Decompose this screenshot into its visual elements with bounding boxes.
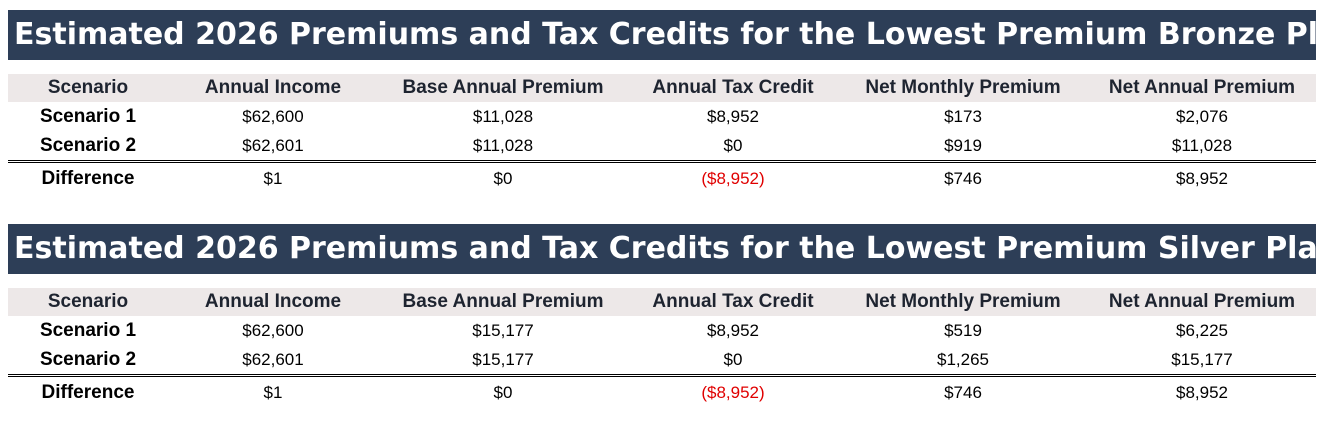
table-cell: $8,952 [1088,374,1316,409]
table-cell: $6,225 [1176,320,1228,340]
column-header: Scenario [8,74,168,102]
row-label: Scenario 1 [39,105,137,127]
table-cell: $62,601 [242,349,304,369]
column-header: Scenario [8,288,168,316]
table-cell: $0 [723,349,743,369]
table-cell: $62,600 [242,320,304,340]
table-cell: $1 [168,374,378,409]
table-cell: $62,601 [242,135,304,155]
negative-value-cell: ($8,952) [628,160,838,195]
table-cell: $1,265 [937,349,989,369]
table-cell: $8,952 [1088,160,1316,195]
difference-row: Difference $1 $0 ($8,952) $746 $8,952 [8,160,1316,195]
table-cell: $11,028 [472,106,534,126]
table-cell: $8,952 [707,320,759,340]
row-label: Scenario 2 [39,134,137,156]
column-header: Annual Income [168,288,378,316]
row-label: Scenario 1 [39,319,137,341]
table-cell: $173 [944,106,982,126]
difference-row: Difference $1 $0 ($8,952) $746 $8,952 [8,374,1316,409]
table-cell: $746 [838,374,1088,409]
table-cell: $1 [168,160,378,195]
table-cell: $746 [838,160,1088,195]
column-header: Net Monthly Premium [838,288,1088,316]
table-cell: $2,076 [1176,106,1228,126]
column-header: Base Annual Premium [378,74,628,102]
table-cell: $11,028 [472,135,534,155]
table-cell: $0 [723,135,743,155]
bronze-table-title: Estimated 2026 Premiums and Tax Credits … [8,10,1316,60]
table-row: Scenario 1 $62,600 $11,028 $8,952 $173 $… [8,102,1316,131]
column-header: Net Annual Premium [1088,288,1316,316]
column-header: Net Monthly Premium [838,74,1088,102]
table-cell: $15,177 [1171,349,1233,369]
table-row: Scenario 2 $62,601 $11,028 $0 $919 $11,0… [8,131,1316,162]
table-header-row: Scenario Annual Income Base Annual Premi… [8,288,1316,316]
row-label: Difference [8,160,168,195]
column-header: Annual Income [168,74,378,102]
silver-plan-section: Estimated 2026 Premiums and Tax Credits … [8,224,1316,409]
table-cell: $519 [944,320,982,340]
row-label: Difference [8,374,168,409]
silver-table-title: Estimated 2026 Premiums and Tax Credits … [8,224,1316,274]
table-cell: $11,028 [1171,135,1233,155]
table-header-row: Scenario Annual Income Base Annual Premi… [8,74,1316,102]
table-cell: $62,600 [242,106,304,126]
table-row: Scenario 1 $62,600 $15,177 $8,952 $519 $… [8,316,1316,345]
silver-premium-table: Scenario Annual Income Base Annual Premi… [8,288,1316,409]
row-label: Scenario 2 [39,348,137,370]
table-cell: $0 [378,374,628,409]
table-cell: $8,952 [707,106,759,126]
table-row: Scenario 2 $62,601 $15,177 $0 $1,265 $15… [8,345,1316,376]
column-header: Annual Tax Credit [628,74,838,102]
column-header: Base Annual Premium [378,288,628,316]
table-cell: $15,177 [472,349,534,369]
table-cell: $919 [944,135,982,155]
bronze-plan-section: Estimated 2026 Premiums and Tax Credits … [8,10,1316,195]
column-header: Net Annual Premium [1088,74,1316,102]
column-header: Annual Tax Credit [628,288,838,316]
bronze-premium-table: Scenario Annual Income Base Annual Premi… [8,74,1316,195]
table-cell: $0 [378,160,628,195]
negative-value-cell: ($8,952) [628,374,838,409]
table-cell: $15,177 [472,320,534,340]
